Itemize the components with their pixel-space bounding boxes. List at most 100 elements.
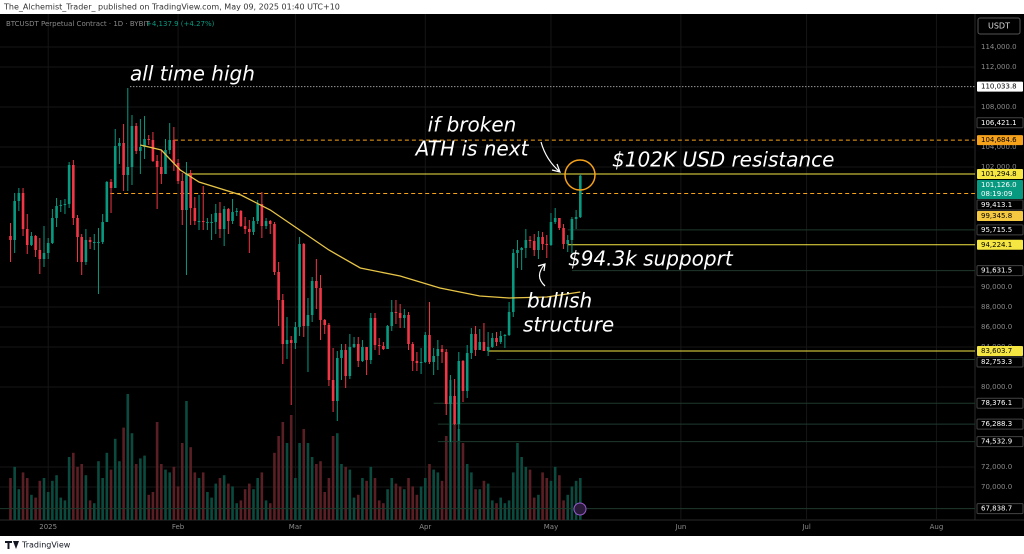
candle-body bbox=[222, 209, 226, 229]
candle-body bbox=[59, 205, 63, 206]
candle-body bbox=[21, 193, 25, 229]
candle-body bbox=[176, 163, 180, 181]
candle-body bbox=[231, 212, 234, 221]
volume-bar bbox=[147, 494, 151, 520]
y-tick-label: 88,000.0 bbox=[981, 303, 1012, 311]
candle-body bbox=[520, 248, 523, 250]
volume-bar bbox=[482, 480, 486, 520]
volume-bar bbox=[403, 489, 406, 520]
candle-body bbox=[352, 344, 356, 347]
candle-body bbox=[411, 344, 415, 361]
annotation: $102K USD resistance bbox=[612, 148, 834, 172]
currency-box[interactable] bbox=[977, 17, 1021, 35]
price-label-box bbox=[977, 180, 1023, 200]
brand-logo bbox=[5, 541, 19, 549]
event-icon[interactable] bbox=[573, 502, 587, 516]
y-tick-label: 72,000.0 bbox=[981, 463, 1012, 471]
volume-bar bbox=[390, 478, 394, 520]
volume-bar bbox=[222, 475, 226, 520]
annotation: bullish bbox=[527, 289, 592, 313]
footer bbox=[0, 536, 1024, 554]
candle-body bbox=[9, 236, 12, 240]
highlight-circle bbox=[564, 159, 596, 191]
volume-bar bbox=[285, 443, 289, 520]
volume-bar bbox=[327, 478, 331, 520]
volume-bar bbox=[302, 429, 306, 520]
candle-body bbox=[390, 312, 394, 326]
volume-bar bbox=[503, 503, 507, 520]
candle-body bbox=[298, 244, 301, 327]
price-label-box bbox=[977, 135, 1023, 146]
candle-body bbox=[147, 139, 151, 140]
candle-body bbox=[122, 143, 125, 175]
volume-bar bbox=[105, 452, 109, 520]
currency[interactable]: USDT bbox=[988, 22, 1010, 31]
volume-bar bbox=[453, 422, 456, 520]
candle-body bbox=[185, 173, 188, 210]
candle-body bbox=[365, 347, 368, 360]
moving-average bbox=[140, 144, 581, 299]
volume-bar bbox=[268, 503, 272, 520]
candle-body bbox=[327, 325, 331, 380]
candle-body bbox=[252, 221, 255, 232]
volume-bar bbox=[348, 469, 352, 520]
y-tick-label: 70,000.0 bbox=[981, 483, 1012, 491]
volume-bar bbox=[273, 452, 276, 520]
candle-body bbox=[474, 334, 477, 350]
volume-bar bbox=[440, 480, 444, 520]
candle-body bbox=[285, 340, 289, 344]
candle-body bbox=[549, 222, 553, 245]
candle-body bbox=[126, 167, 130, 175]
candle-body bbox=[503, 335, 507, 336]
candle-body bbox=[382, 346, 385, 349]
volume-bar bbox=[511, 472, 515, 520]
candle-body bbox=[398, 313, 402, 318]
candle-body bbox=[63, 204, 67, 205]
candle-body bbox=[55, 206, 58, 218]
candle-body bbox=[323, 320, 327, 325]
candle-body bbox=[335, 358, 339, 401]
volume-bar bbox=[398, 486, 402, 520]
symbol: BTCUSDT Perpetual Contract · 1D · BYBIT bbox=[6, 20, 150, 28]
volume-bar bbox=[486, 483, 490, 520]
volume-bar bbox=[386, 489, 389, 520]
candle-body bbox=[210, 222, 213, 223]
volume-bar bbox=[294, 478, 297, 520]
volume-bar bbox=[214, 483, 218, 520]
volume-bar bbox=[97, 461, 100, 520]
candle-body bbox=[553, 218, 557, 222]
candle-body bbox=[105, 182, 109, 222]
candle-body bbox=[243, 226, 247, 229]
candle-body bbox=[180, 181, 184, 210]
volume-bar bbox=[260, 472, 264, 520]
x-tick-label: Jun bbox=[674, 523, 686, 531]
candle-body bbox=[273, 224, 276, 272]
volume-bar bbox=[553, 466, 557, 520]
candle-body bbox=[495, 338, 498, 342]
volume-bar bbox=[281, 422, 285, 520]
volume-bar bbox=[84, 475, 88, 520]
x-tick-label: Mar bbox=[289, 523, 302, 531]
volume-bar bbox=[444, 436, 448, 520]
volume-bar bbox=[277, 436, 280, 520]
candle-body bbox=[38, 250, 42, 259]
volume-bar bbox=[248, 483, 251, 520]
candle-body bbox=[235, 211, 239, 212]
price-label-box bbox=[977, 211, 1023, 222]
candle-body bbox=[440, 349, 444, 352]
volume-bar bbox=[331, 436, 335, 520]
volume-bar bbox=[562, 500, 565, 520]
y-tick-label: 108,000.0 bbox=[981, 103, 1017, 111]
candle-body bbox=[491, 338, 494, 347]
volume-bar bbox=[235, 503, 239, 520]
candle-body bbox=[25, 229, 29, 245]
volume-bar bbox=[478, 489, 482, 520]
volume-bar bbox=[423, 478, 427, 520]
volume-bar bbox=[373, 478, 377, 520]
candle-body bbox=[306, 315, 310, 326]
candle-body bbox=[42, 253, 46, 259]
volume-bar bbox=[377, 500, 381, 520]
y-tick-label: 114,000.0 bbox=[981, 43, 1017, 51]
volume-bar bbox=[474, 489, 477, 520]
volume-bar bbox=[206, 492, 209, 520]
